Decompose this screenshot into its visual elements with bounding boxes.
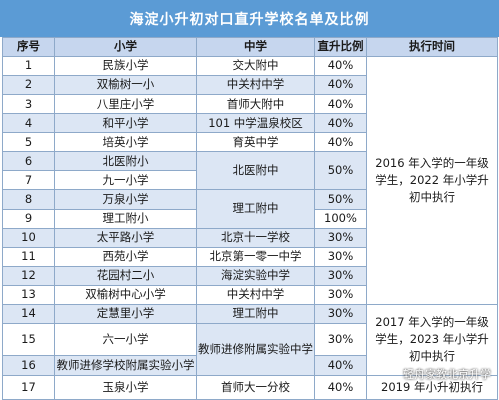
row-ratio: 40% [314, 113, 367, 134]
row-middle: 首师大附中 [196, 94, 315, 115]
table-row: 7 九一小学 [2, 170, 498, 191]
row-no: 6 [2, 151, 55, 172]
row-middle: 首师大一分校 [196, 374, 315, 400]
table-row: 17 玉泉小学 首师大一分校 40% 2019 年小升初执行 [2, 374, 498, 400]
row-middle: 中关村中学 [196, 75, 315, 96]
header-no: 序号 [2, 37, 55, 57]
row-middle: 理工附中 [196, 303, 315, 324]
row-ratio: 30% [314, 246, 367, 267]
header-row: 序号 小学 中学 直升比例 执行时间 [2, 37, 498, 57]
row-no: 11 [2, 246, 55, 267]
header-ratio: 直升比例 [314, 37, 367, 57]
row-no: 3 [2, 94, 55, 115]
row-no: 12 [2, 265, 55, 286]
row-primary: 九一小学 [54, 170, 197, 191]
row-primary: 八里庄小学 [54, 94, 197, 115]
row-ratio: 40% [314, 55, 367, 77]
merged-middle-beiyi: 北医附中 [196, 151, 315, 191]
row-no: 4 [2, 113, 55, 134]
row-primary: 太平路小学 [54, 227, 197, 248]
row-primary: 六一小学 [54, 322, 197, 357]
row-ratio: 30% [314, 303, 367, 324]
row-ratio: 30% [314, 284, 367, 305]
row-primary: 培英小学 [54, 132, 197, 153]
row-no: 15 [2, 322, 55, 357]
table-row: 5 培英小学 育英中学 40% [2, 132, 498, 153]
row-middle: 海淀实验中学 [196, 265, 315, 286]
row-ratio: 40% [314, 374, 367, 400]
row-no: 16 [2, 355, 55, 376]
row-middle: 北京第一零一中学 [196, 246, 315, 267]
table-row: 16 教师进修学校附属实验小学 40% [2, 355, 498, 376]
header-primary: 小学 [54, 37, 197, 57]
time-group-2019: 2019 年小升初执行 [366, 374, 498, 400]
row-middle: 育英中学 [196, 132, 315, 153]
row-no: 13 [2, 284, 55, 305]
row-middle: 交大附中 [196, 55, 315, 77]
row-no: 14 [2, 303, 55, 324]
row-primary: 西苑小学 [54, 246, 197, 267]
row-no: 10 [2, 227, 55, 248]
row-primary: 万泉小学 [54, 189, 197, 210]
merged-middle-ligong: 理工附中 [196, 189, 315, 229]
table-row: 11 西苑小学 北京第一零一中学 30% [2, 246, 498, 267]
merged-middle-jiaoshi: 教师进修附属实验中学 [196, 322, 315, 376]
table-row: 8 万泉小学 理工附中 50% [2, 189, 498, 229]
row-ratio: 40% [314, 94, 367, 115]
row-middle: 北京十一学校 [196, 227, 315, 248]
time-group-2016: 2016 年入学的一年级学生，2022 年小学升初中执行 [366, 56, 498, 305]
row-primary: 民族小学 [54, 55, 197, 77]
table-row: 10 太平路小学 北京十一学校 30% [2, 227, 498, 248]
row-ratio: 40% [314, 75, 367, 96]
table-row: 12 花园村二小 海淀实验中学 30% [2, 265, 498, 286]
row-no: 2 [2, 75, 55, 96]
watermark: 轻舟家教北京升学 [403, 368, 491, 381]
row-middle: 中关村中学 [196, 284, 315, 305]
row-primary: 和平小学 [54, 113, 197, 134]
merged-ratio-beiyi: 50% [314, 151, 367, 191]
row-ratio: 30% [314, 227, 367, 248]
table-row: 3 八里庄小学 首师大附中 40% [2, 94, 498, 115]
row-ratio: 30% [314, 322, 367, 357]
table-row: 1 民族小学 交大附中 40% 2016 年入学的一年级学生，2022 年小学升… [2, 55, 498, 305]
row-primary: 双榆树中心小学 [54, 284, 197, 305]
row-middle: 101 中学温泉校区 [196, 113, 315, 134]
table-row: 9 理工附小 100% [2, 208, 498, 229]
row-primary: 理工附小 [54, 208, 197, 229]
row-no: 5 [2, 132, 55, 153]
row-ratio: 40% [314, 355, 367, 376]
header-time: 执行时间 [366, 37, 498, 57]
table-row: 15 六一小学 教师进修附属实验中学 30% [2, 322, 498, 376]
row-no: 7 [2, 170, 55, 191]
table-row: 6 北医附小 北医附中 50% [2, 151, 498, 191]
table-row: 4 和平小学 101 中学温泉校区 40% [2, 113, 498, 134]
row-ratio: 30% [314, 265, 367, 286]
row-ratio: 50% [314, 189, 367, 210]
row-primary: 玉泉小学 [54, 374, 197, 400]
row-ratio: 40% [314, 132, 367, 153]
row-primary: 北医附小 [54, 151, 197, 172]
row-no: 9 [2, 208, 55, 229]
header-middle: 中学 [196, 37, 315, 57]
row-primary: 花园村二小 [54, 265, 197, 286]
row-no: 17 [2, 374, 55, 400]
row-ratio: 100% [314, 208, 367, 229]
school-table: 序号 小学 中学 直升比例 执行时间 1 民族小学 交大附中 40% 2016 … [2, 37, 498, 400]
table-title: 海淀小升初对口直升学校名单及比例 [0, 0, 499, 37]
row-no: 8 [2, 189, 55, 210]
time-group-2017: 2017 年入学的一年级学生，2023 年小学升初中执行 [366, 303, 498, 376]
row-primary: 双榆树一小 [54, 75, 197, 96]
row-primary: 定慧里小学 [54, 303, 197, 324]
row-primary: 教师进修学校附属实验小学 [54, 355, 197, 376]
table-row: 14 定慧里小学 理工附中 30% 2017 年入学的一年级学生，2023 年小… [2, 303, 498, 376]
row-no: 1 [2, 55, 55, 77]
